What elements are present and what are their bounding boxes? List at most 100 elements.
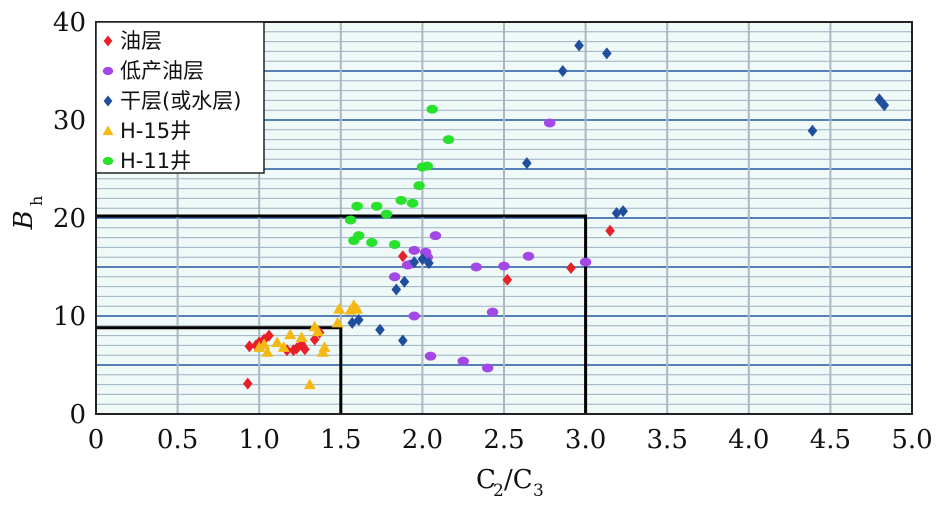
data-point — [253, 341, 266, 352]
legend-marker — [103, 95, 113, 107]
data-point — [295, 331, 308, 343]
data-point — [351, 303, 364, 314]
series-2 — [347, 39, 890, 347]
data-point — [498, 261, 510, 271]
data-point — [442, 135, 455, 145]
legend-box — [95, 21, 265, 174]
plot-frame — [95, 21, 913, 415]
svg-text:h: h — [27, 196, 46, 206]
data-point — [426, 104, 438, 114]
data-point — [424, 351, 437, 361]
data-point — [291, 342, 302, 355]
data-point — [388, 239, 401, 249]
data-point — [424, 257, 434, 270]
legend-item: H-15井 — [102, 119, 191, 143]
svg-text:C: C — [476, 465, 496, 495]
legend-item: H-11井 — [102, 149, 191, 173]
x-tick-label: 5.0 — [891, 425, 932, 455]
data-point — [395, 195, 407, 205]
data-point — [271, 336, 284, 347]
data-point — [242, 377, 253, 390]
legend-marker — [102, 125, 114, 136]
data-point — [579, 257, 592, 267]
data-point — [413, 181, 425, 191]
data-point — [264, 329, 274, 342]
data-point — [388, 272, 401, 282]
data-point — [874, 93, 885, 106]
x-tick-label: 3.0 — [565, 425, 606, 455]
data-point — [574, 39, 584, 52]
data-point — [602, 47, 612, 60]
data-point — [543, 118, 556, 128]
legend-label: 油层 — [120, 29, 162, 53]
data-point — [333, 303, 346, 314]
data-point — [457, 356, 469, 366]
x-tick-label: 2.0 — [402, 425, 443, 455]
svg-text:3: 3 — [533, 481, 544, 501]
data-point — [429, 231, 442, 241]
data-point — [244, 340, 255, 353]
data-point — [380, 209, 393, 219]
x-tick-labels: 0 0.5 1.0 1.5 2.0 2.5 3.0 3.5 4.0 4.5 5.0 — [88, 425, 933, 455]
data-point — [406, 198, 419, 208]
svg-text:B: B — [9, 210, 39, 230]
legend-marker — [103, 35, 113, 47]
y-tick-label: 10 — [53, 302, 86, 332]
data-point — [566, 261, 576, 274]
y-tick-label: 30 — [53, 106, 86, 136]
legend-label: 低产油层 — [120, 59, 204, 83]
data-point — [258, 338, 271, 349]
data-point — [344, 215, 357, 225]
legend-item: 油层 — [103, 29, 162, 53]
data-point — [611, 207, 622, 220]
y-tick-labels: 0 10 20 30 40 — [53, 8, 86, 430]
data-point — [417, 253, 428, 266]
data-point — [288, 344, 299, 357]
data-point — [303, 378, 316, 390]
x-tick-label: 4.5 — [810, 425, 851, 455]
data-point — [557, 65, 568, 77]
data-point — [366, 238, 378, 247]
svg-text:/C: /C — [504, 465, 533, 495]
data-point — [408, 245, 420, 255]
legend-label: H-15井 — [120, 119, 191, 143]
data-point — [421, 161, 433, 171]
legend-item: 干层(或水层) — [103, 89, 241, 113]
data-point — [879, 99, 890, 112]
data-point — [277, 341, 290, 352]
data-point — [331, 316, 344, 328]
x-tick-label: 1.5 — [320, 425, 361, 455]
y-tick-label: 40 — [53, 8, 86, 38]
data-point — [398, 250, 408, 263]
y-tick-label: 20 — [53, 204, 86, 234]
series-1 — [388, 118, 592, 373]
region-boundaries — [96, 214, 588, 414]
region-boundary — [96, 326, 343, 414]
data-point — [284, 328, 297, 340]
data-point — [470, 262, 482, 272]
data-point — [522, 157, 532, 170]
data-point — [391, 283, 402, 296]
data-point — [309, 333, 320, 346]
y-axis-title: B h — [9, 196, 46, 231]
data-point — [398, 334, 408, 347]
data-point — [300, 343, 310, 356]
legend-marker — [102, 66, 114, 76]
data-point — [371, 201, 383, 211]
data-point — [486, 307, 499, 317]
region-boundary — [96, 214, 588, 414]
series-3 — [253, 299, 364, 390]
data-point — [311, 325, 324, 337]
data-point — [353, 313, 364, 326]
data-point — [399, 275, 410, 288]
data-point — [618, 205, 628, 218]
data-point — [353, 231, 365, 241]
data-point — [481, 363, 494, 373]
legend-item: 低产油层 — [102, 59, 204, 83]
data-point — [375, 323, 385, 336]
x-tick-label: 2.5 — [483, 425, 524, 455]
legend-label: H-11井 — [120, 149, 191, 173]
x-axis-title: C 2 /C 3 — [476, 465, 544, 501]
data-point — [351, 201, 363, 211]
